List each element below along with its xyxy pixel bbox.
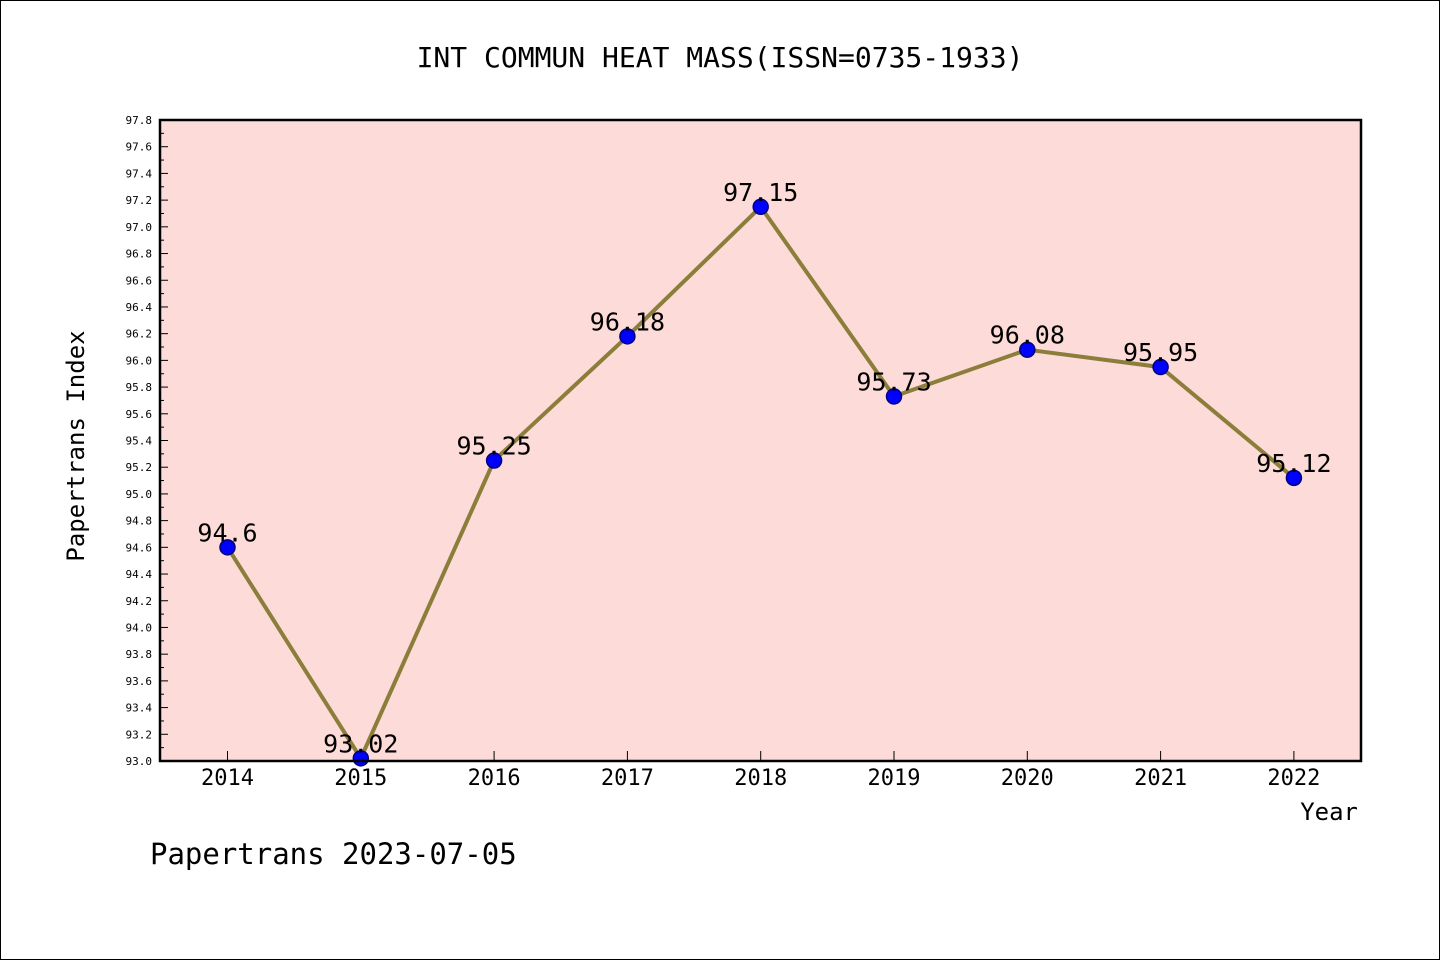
- y-tick-label: 94.2: [126, 595, 153, 608]
- data-label: 96.08: [990, 321, 1065, 350]
- x-tick-label: 2016: [468, 766, 521, 791]
- y-tick-label: 96.4: [126, 301, 153, 314]
- plot-border: [158, 118, 1363, 763]
- y-tick-label: 93.6: [126, 675, 153, 688]
- data-label: 95.25: [456, 432, 531, 461]
- x-tick-label: 2015: [334, 766, 387, 791]
- y-tick-label: 97.0: [126, 221, 153, 234]
- data-label: 95.12: [1256, 449, 1331, 478]
- y-tick-label: 96.0: [126, 354, 153, 367]
- data-point: [1285, 469, 1303, 487]
- data-point: [485, 452, 503, 469]
- y-axis-ticks: 93.0 93.2 93.4 93.6 93.8 94.0 94.2 94.4 94.6 94.8…: [126, 114, 168, 768]
- y-tick-label: 95.0: [126, 488, 153, 501]
- x-axis-ticks: 2014 2015 2016 2017 2018 2019 2020 2021 2022: [201, 751, 1320, 791]
- data-label: 94.6: [197, 518, 257, 547]
- chart-title: INT COMMUN HEAT MASS(ISSN=0735-1933): [417, 41, 1024, 74]
- data-markers: [219, 198, 1303, 767]
- data-point: [1019, 341, 1036, 358]
- data-labels: 94.6 93.02 95.25 96.18 97.15 95.73 96.08 95.95 9…: [197, 178, 1331, 759]
- x-axis-title: Year: [1300, 798, 1358, 826]
- y-tick-label: 93.0: [126, 755, 153, 768]
- y-tick-label: 97.8: [126, 114, 153, 127]
- x-tick-label: 2022: [1267, 766, 1320, 791]
- x-tick-label: 2020: [1001, 766, 1054, 791]
- data-point: [219, 539, 236, 556]
- data-label: 96.18: [590, 307, 665, 336]
- y-tick-label: 93.8: [126, 648, 153, 661]
- y-tick-label: 97.6: [126, 141, 153, 154]
- y-tick-label: 94.8: [126, 515, 153, 528]
- y-tick-label: 97.2: [126, 194, 153, 207]
- x-tick-label: 2017: [601, 766, 654, 791]
- y-tick-label: 94.0: [126, 621, 153, 634]
- y-tick-label: 93.2: [126, 728, 153, 741]
- y-tick-label: 95.8: [126, 381, 153, 394]
- data-point: [1152, 358, 1169, 376]
- data-label: 93.02: [323, 729, 398, 758]
- footer-credit: Papertrans 2023-07-05: [150, 837, 517, 871]
- data-label: 95.95: [1123, 338, 1198, 367]
- y-axis-title: Papertrans Index: [62, 330, 90, 561]
- y-tick-label: 93.4: [126, 702, 153, 715]
- y-tick-label: 96.6: [126, 274, 153, 287]
- x-tick-label: 2021: [1134, 766, 1187, 791]
- x-tick-label: 2019: [868, 766, 921, 791]
- data-point: [885, 388, 903, 405]
- y-tick-label: 97.4: [126, 167, 153, 180]
- y-tick-label: 95.2: [126, 461, 153, 474]
- data-label: 97.15: [723, 178, 798, 207]
- y-tick-label: 95.6: [126, 408, 153, 421]
- y-tick-label: 94.4: [126, 568, 153, 581]
- plot-area: [160, 120, 1361, 761]
- data-label: 95.73: [856, 367, 931, 396]
- y-tick-label: 94.6: [126, 541, 153, 554]
- y-tick-label: 96.8: [126, 248, 153, 261]
- y-tick-label: 96.2: [126, 328, 153, 341]
- y-tick-label: 95.4: [126, 435, 153, 448]
- x-tick-label: 2014: [201, 766, 254, 791]
- data-point: [752, 198, 769, 216]
- data-point: [619, 328, 636, 345]
- x-tick-label: 2018: [734, 766, 787, 791]
